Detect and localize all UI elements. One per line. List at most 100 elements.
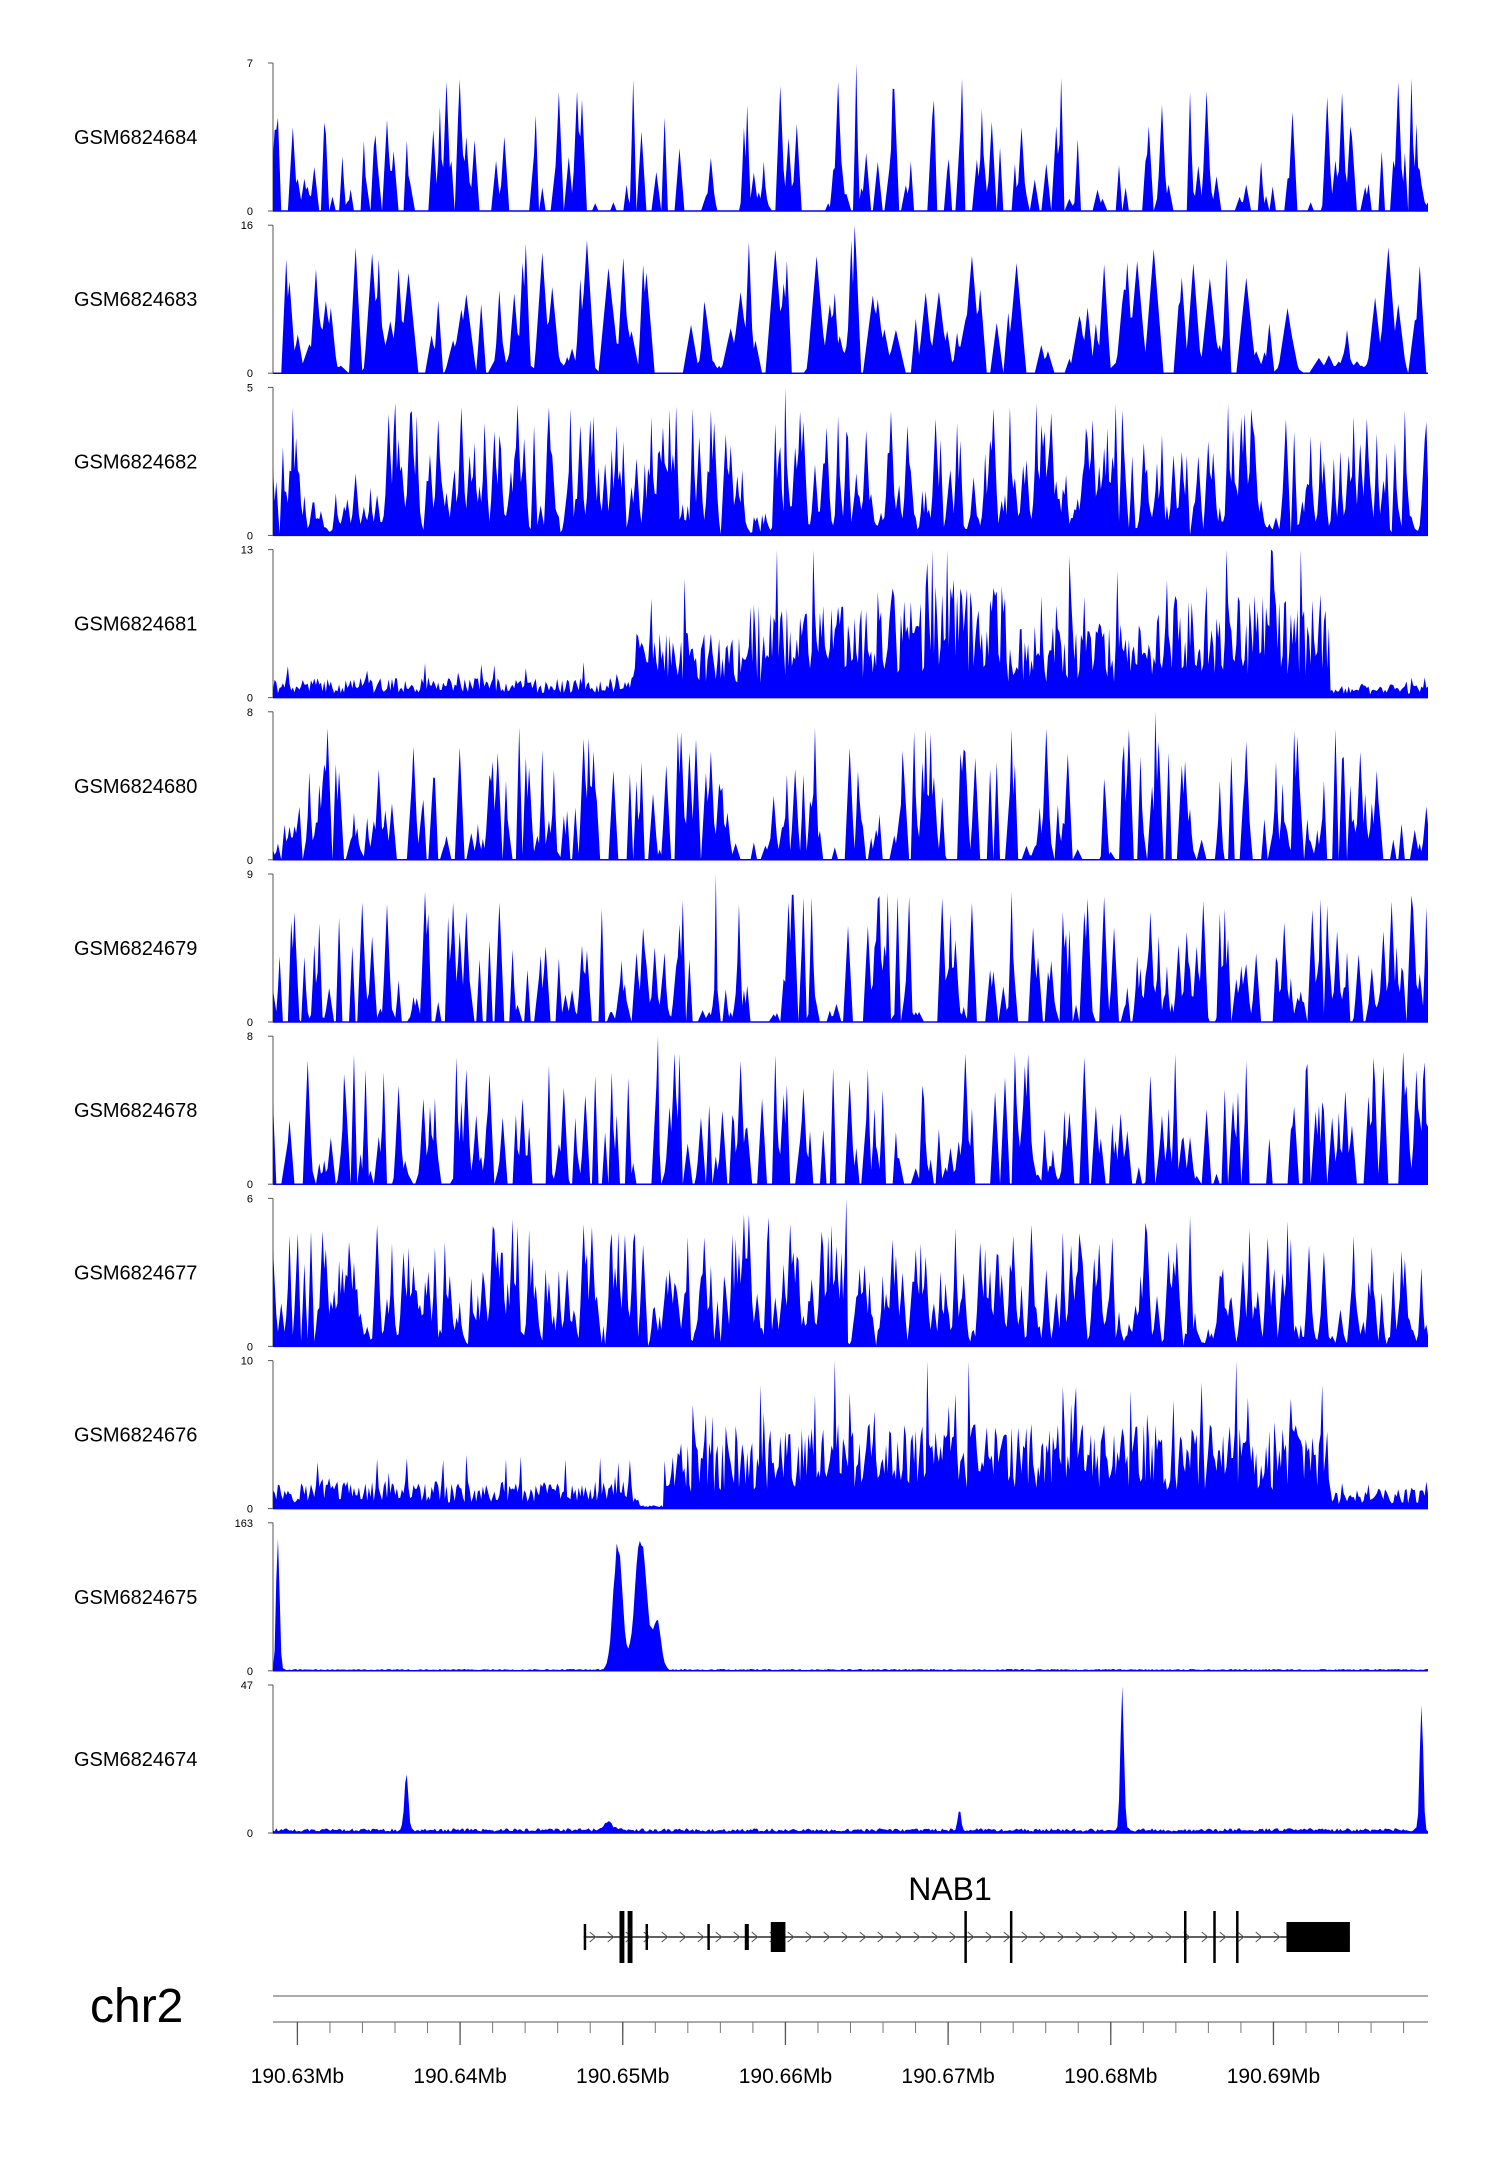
y-min-label: 0 [247,206,253,218]
signal-area [273,1360,1428,1509]
track-label: GSM6824674 [74,1749,197,1771]
track-label: GSM6824677 [74,1262,197,1284]
strand-arrow [1129,1931,1137,1943]
signal-area [273,387,1428,536]
strand-arrow [715,1931,723,1943]
track-GSM6824679: GSM6824679 9 0 [74,869,1428,1029]
track-label: GSM6824680 [74,776,197,798]
strand-arrow [1039,1931,1047,1943]
strand-arrow [661,1931,669,1943]
strand-arrow [949,1931,957,1943]
y-min-label: 0 [247,1504,253,1516]
strand-arrow [1273,1931,1281,1943]
gene-label: NAB1 [908,1871,992,1907]
y-max-label: 163 [235,1518,253,1530]
y-max-label: 13 [241,545,253,557]
axis-tick-label: 190.65Mb [576,2065,669,2088]
y-min-label: 0 [247,855,253,867]
track-GSM6824674: GSM6824674 47 0 [74,1680,1428,1840]
y-max-label: 8 [247,707,253,719]
y-min-label: 0 [247,1017,253,1029]
strand-arrow [1075,1931,1083,1943]
y-min-label: 0 [247,530,253,542]
track-label: GSM6824676 [74,1425,197,1447]
y-min-label: 0 [247,1666,253,1678]
gene-exon [627,1911,633,1963]
signal-tracks: GSM682468470GSM6824683160GSM682468250GSM… [74,58,1428,1840]
gene-exon [619,1911,625,1963]
strand-arrow [697,1931,705,1943]
y-max-label: 47 [241,1680,253,1692]
signal-area [273,1538,1428,1671]
axis-tick-label: 190.69Mb [1227,2065,1320,2088]
y-max-label: 9 [247,869,253,881]
track-label: GSM6824675 [74,1587,197,1609]
gene-exon [645,1924,649,1950]
strand-arrow [1093,1931,1101,1943]
strand-arrow [679,1931,687,1943]
y-max-label: 7 [247,58,253,70]
gene-exon [964,1911,967,1963]
strand-arrow [823,1931,831,1943]
signal-area [273,1198,1428,1347]
signal-area [273,1686,1428,1833]
strand-arrow [733,1931,741,1943]
strand-arrow [841,1931,849,1943]
axis-tick-label: 190.63Mb [251,2065,344,2088]
track-GSM6824678: GSM6824678 8 0 [74,1031,1428,1191]
track-GSM6824680: GSM6824680 8 0 [74,707,1428,867]
y-min-label: 0 [247,368,253,380]
axis-tick-label: 190.68Mb [1064,2065,1157,2088]
track-GSM6824675: GSM6824675 163 0 [74,1518,1428,1678]
gene-exon [1009,1911,1013,1963]
y-max-label: 8 [247,1031,253,1043]
y-min-label: 0 [247,1828,253,1840]
strand-arrow [1057,1931,1065,1943]
gene-exon [583,1924,587,1950]
strand-arrow [859,1931,867,1943]
track-GSM6824676: GSM6824676 10 0 [74,1356,1428,1516]
track-label: GSM6824678 [74,1100,197,1122]
gene-exon [1213,1911,1216,1963]
y-max-label: 10 [241,1356,253,1368]
strand-arrow [1201,1931,1209,1943]
axis-tick-label: 190.64Mb [413,2065,506,2088]
track-GSM6824677: GSM6824677 6 0 [74,1193,1428,1353]
strand-arrow [805,1931,813,1943]
track-label: GSM6824684 [74,127,197,149]
genome-axis: chr2 190.63Mb 190.64Mb 190.65Mb 190.66Mb 190… [90,1980,1428,2088]
strand-arrow [607,1931,615,1943]
strand-arrow [589,1931,597,1943]
track-label: GSM6824682 [74,451,197,473]
signal-area [273,874,1428,1022]
y-max-label: 6 [247,1193,253,1205]
strand-arrow [877,1931,885,1943]
strand-arrow [931,1931,939,1943]
track-GSM6824683: GSM6824683 16 0 [74,220,1428,380]
y-min-label: 0 [247,693,253,705]
strand-arrow [787,1931,795,1943]
strand-arrow [985,1931,993,1943]
gene-exon [744,1924,749,1950]
y-min-label: 0 [247,1341,253,1353]
track-label: GSM6824679 [74,938,197,960]
y-max-label: 16 [241,220,253,232]
track-GSM6824682: GSM6824682 5 0 [74,382,1428,542]
gene-exon [770,1922,786,1952]
y-max-label: 5 [247,382,253,394]
signal-area [273,1036,1428,1185]
strand-arrow [1165,1931,1173,1943]
strand-arrow [895,1931,903,1943]
gene-exon [1183,1911,1187,1963]
track-label: GSM6824681 [74,614,197,636]
strand-arrow [1147,1931,1155,1943]
y-min-label: 0 [247,1179,253,1191]
strand-arrow [1237,1931,1245,1943]
signal-area [273,63,1428,211]
track-GSM6824684: GSM6824684 7 0 [74,58,1428,218]
gene-exon [1236,1911,1239,1963]
strand-arrow [1021,1931,1029,1943]
strand-arrow [751,1931,759,1943]
strand-arrow [913,1931,921,1943]
